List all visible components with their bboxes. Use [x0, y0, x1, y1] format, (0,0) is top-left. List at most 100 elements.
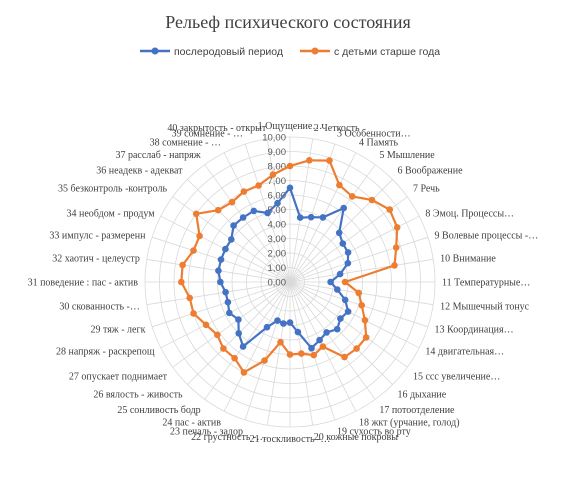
data-point: [341, 353, 348, 361]
data-point: [228, 236, 235, 243]
data-point: [214, 206, 222, 214]
data-point: [230, 222, 237, 229]
data-point: [294, 328, 302, 336]
r-tick-label: 5,00: [268, 205, 287, 216]
grid-spoke: [289, 258, 434, 283]
data-point: [217, 256, 225, 263]
legend-item-series-1: послеродовый период: [140, 46, 283, 58]
category-label: 32 хаотич - целеустр: [52, 254, 140, 265]
grid-spoke: [289, 281, 393, 385]
data-point: [339, 240, 347, 247]
data-point: [353, 345, 360, 352]
data-point: [308, 344, 315, 352]
category-label: 17 потоотделение: [379, 405, 455, 416]
data-point: [340, 204, 348, 212]
series-layer: [178, 157, 401, 376]
category-label: 1 Ощущение…: [258, 121, 323, 132]
data-point: [323, 329, 330, 336]
category-label: 40 закрытость - открыт: [167, 123, 266, 134]
data-point: [190, 310, 197, 317]
legend-label-series-1: послеродовый период: [174, 46, 283, 58]
data-point: [344, 249, 352, 256]
data-point: [250, 207, 258, 215]
data-point: [386, 206, 394, 213]
data-point: [196, 232, 203, 240]
data-point: [226, 309, 233, 317]
category-label: 2 Четкость: [314, 123, 360, 134]
data-point: [392, 244, 400, 251]
data-point: [280, 320, 287, 327]
data-point: [179, 261, 186, 269]
data-point: [326, 157, 333, 164]
category-label: 4 Память: [359, 138, 398, 149]
r-tick-label: 0,00: [268, 278, 287, 289]
category-label: 24 пас - актив: [162, 417, 221, 428]
r-tick-label: 9,00: [268, 147, 287, 158]
data-point: [277, 338, 284, 346]
data-point: [263, 323, 271, 331]
category-label: 38 сомнение - …: [150, 138, 221, 149]
data-point: [286, 351, 294, 358]
data-point: [214, 331, 221, 339]
data-point: [358, 302, 366, 309]
category-label: 16 дыхание: [397, 389, 446, 400]
data-point: [235, 330, 242, 337]
grid-spoke: [289, 236, 429, 283]
grid-spoke: [187, 179, 291, 283]
category-label: 13 Координация…: [435, 324, 514, 335]
data-point: [239, 343, 247, 350]
category-label: 14 двигательная…: [425, 347, 504, 358]
data-point: [316, 336, 323, 344]
category-label: 19 сухость во рту: [337, 427, 411, 438]
category-label: 3 Особенности…: [337, 128, 411, 139]
category-label: 10 Внимание: [440, 254, 496, 265]
series-line: [180, 159, 399, 374]
category-label: 36 неадекв - адекват: [96, 166, 183, 177]
data-point: [335, 229, 343, 237]
category-label: 15 ссс увеличение…: [413, 371, 500, 382]
category-label: 25 сонливость бодр: [117, 405, 200, 416]
data-point: [274, 317, 281, 324]
data-point: [261, 357, 268, 364]
category-label: 5 Мышление: [379, 150, 435, 161]
r-tick-label: 7,00: [268, 176, 287, 187]
data-point: [286, 162, 294, 170]
grid-spoke: [289, 281, 420, 349]
grid-spoke: [266, 138, 291, 283]
data-point: [215, 267, 222, 275]
data-point: [264, 209, 271, 217]
data-point: [202, 321, 210, 329]
category-label: 9 Волевые процессы -…: [435, 231, 539, 242]
data-point: [274, 199, 281, 207]
r-tick-label: 4,00: [268, 220, 287, 231]
data-point: [231, 354, 238, 362]
category-label: 11 Температурные…: [442, 278, 530, 289]
grid-spoke: [289, 281, 408, 368]
data-point: [190, 247, 197, 254]
data-point: [220, 345, 227, 352]
category-label: 7 Речь: [413, 184, 440, 195]
series-1: [215, 184, 352, 352]
data-point: [286, 184, 294, 192]
data-point: [217, 278, 224, 286]
series-2: [178, 157, 401, 376]
data-point: [235, 316, 242, 323]
category-label: 29 тяж - легк: [90, 324, 145, 335]
data-point: [355, 289, 363, 297]
data-point: [341, 296, 349, 304]
r-tick-label: 8,00: [268, 162, 287, 173]
legend-item-series-2: с детьми старше года: [300, 46, 440, 58]
data-point: [286, 319, 294, 326]
data-point: [361, 316, 369, 324]
category-label: 39 сомнение - …: [172, 128, 243, 139]
data-point: [296, 214, 304, 221]
data-point: [337, 315, 344, 322]
data-point: [306, 157, 313, 164]
category-label: 35 безконтроль -контроль: [58, 184, 167, 195]
grid-spoke: [223, 281, 291, 412]
data-point: [319, 343, 327, 350]
category-label: 30 скованность -…: [59, 301, 139, 312]
category-label: 18 жкт (урчание, голод): [359, 417, 460, 428]
category-label: 31 поведение : пас - актив: [28, 278, 139, 289]
